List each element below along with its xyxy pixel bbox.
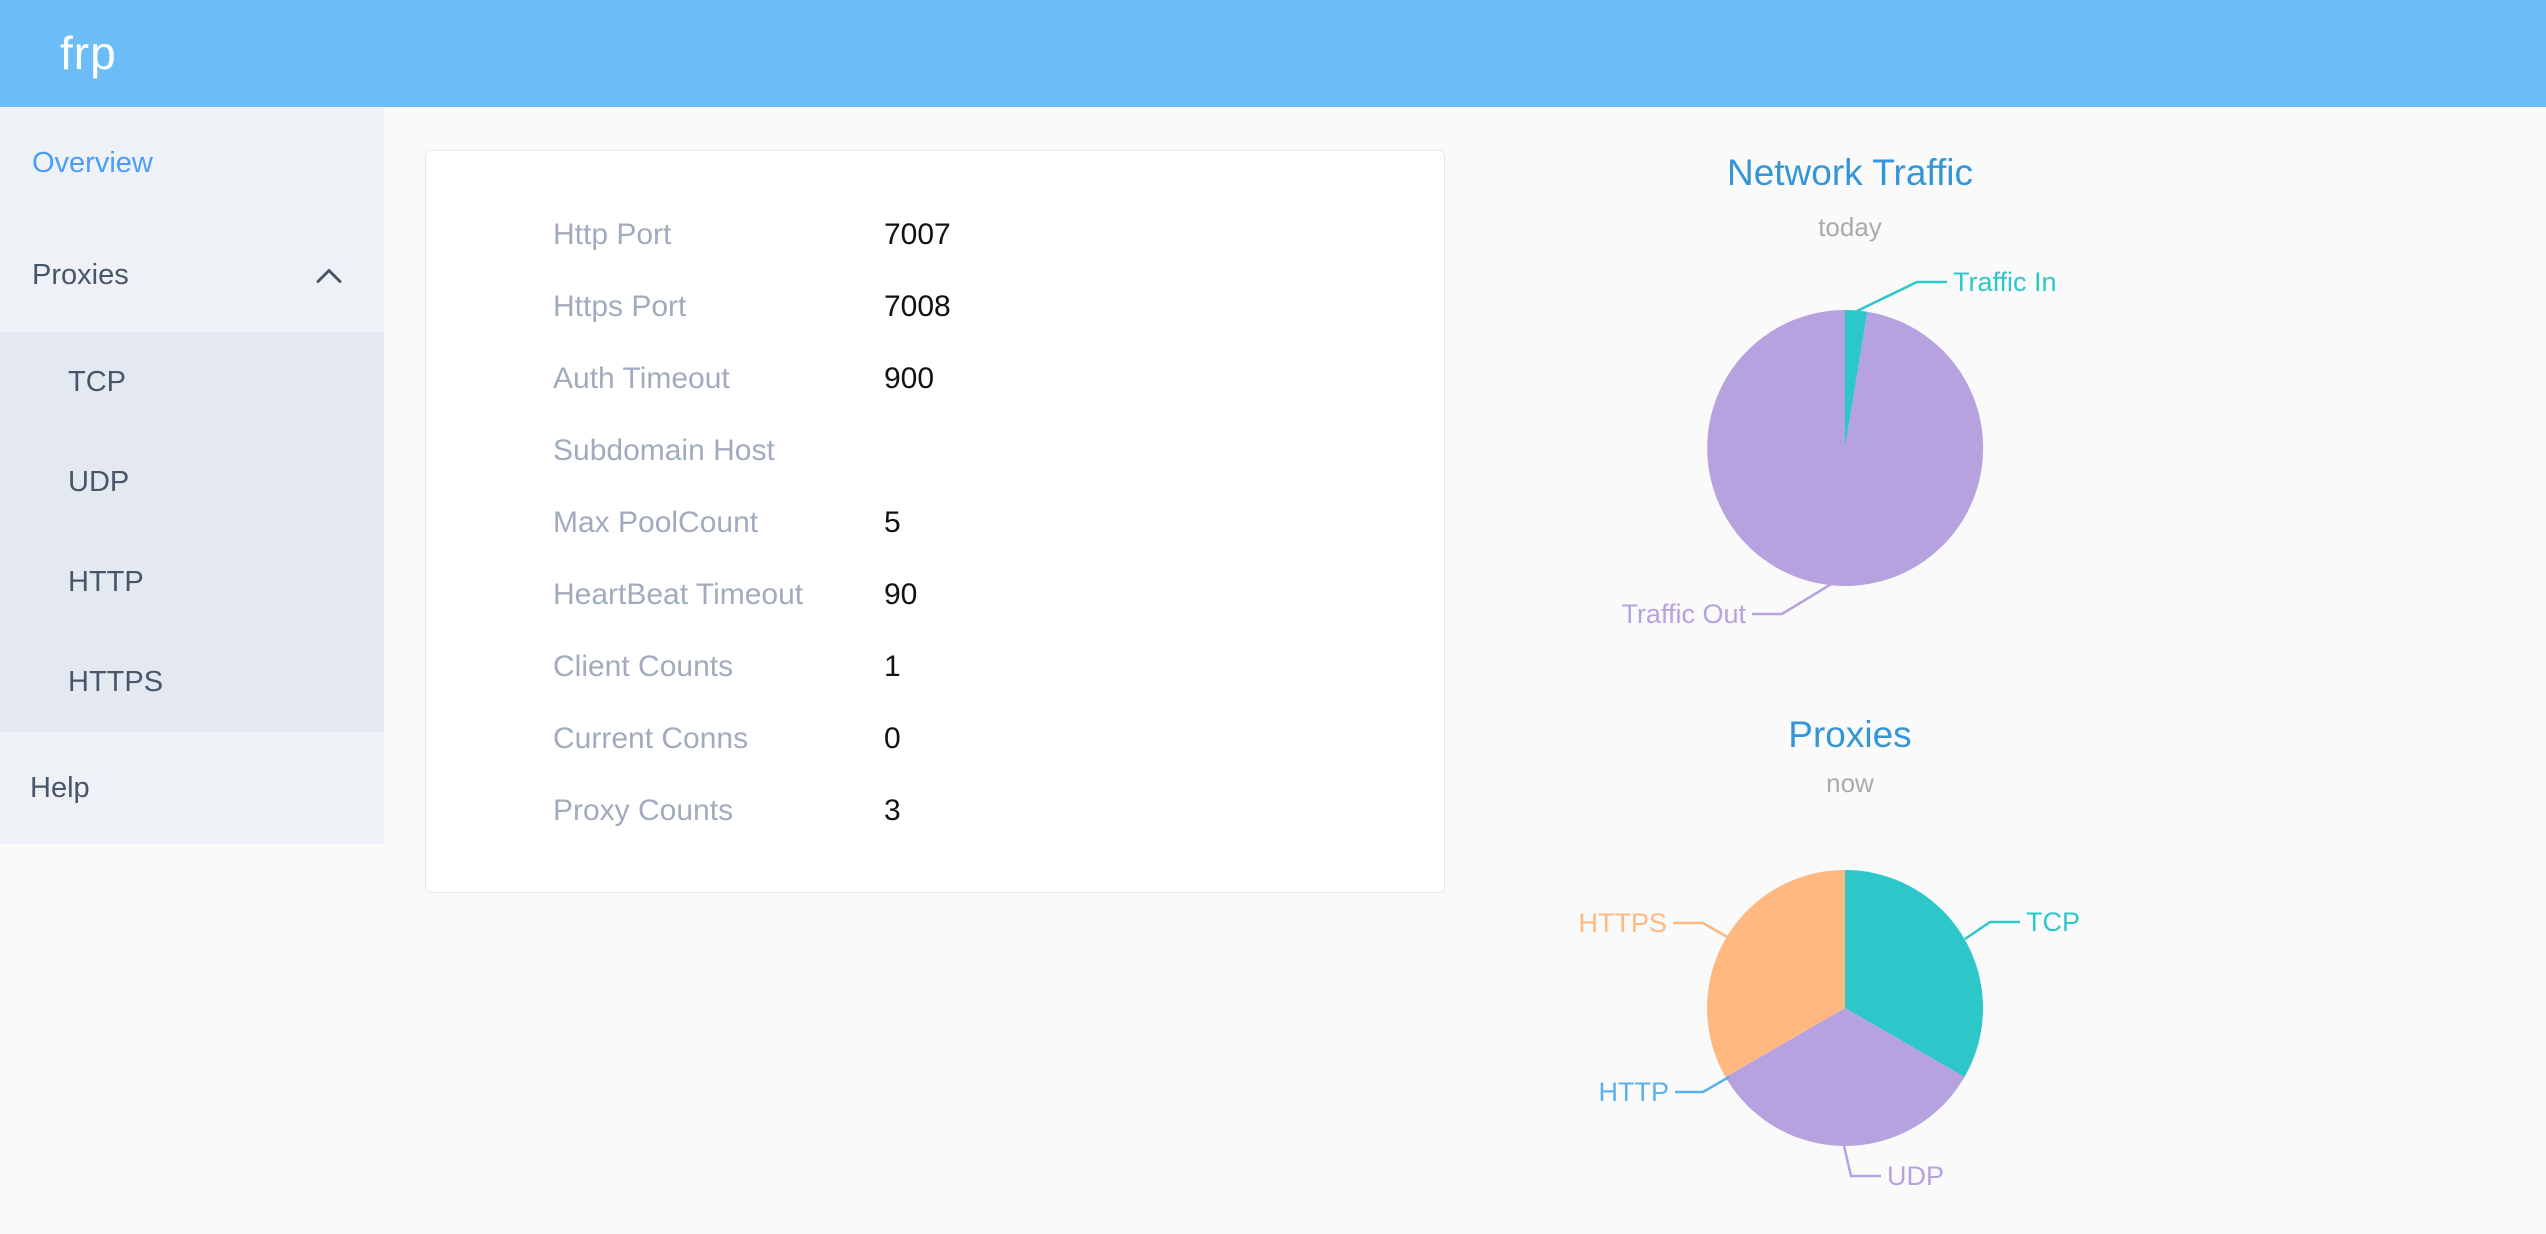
pie-label-line-http (1675, 1075, 1730, 1094)
config-row-client-counts: Client Counts 1 (426, 631, 1444, 703)
config-row-https-port: Https Port 7008 (426, 271, 1444, 343)
config-value: 900 (884, 362, 935, 395)
pie-slice-tcp[interactable] (1845, 870, 1983, 1077)
network-traffic-chart[interactable]: Network Traffic today Traffic In Traffic … (1500, 140, 2200, 680)
app-header: frp (0, 0, 2546, 107)
config-row-max-poolcount: Max PoolCount 5 (426, 487, 1444, 559)
proxies-chart[interactable]: Proxies now TCP UDP HTTP HTTPS (1500, 690, 2200, 1234)
pie-label-http: HTTP (1599, 1077, 1670, 1107)
chart-title: Network Traffic (1726, 152, 1974, 193)
sidebar-item-proxies[interactable]: Proxies (0, 219, 384, 332)
pie-label-line-tcp (1964, 920, 2020, 941)
config-value: 90 (884, 578, 918, 611)
config-row-http-port: Http Port 7007 (426, 199, 1444, 271)
config-value: 7008 (884, 290, 951, 323)
chart-subtitle: now (1826, 768, 1874, 798)
config-label: Https Port (553, 290, 687, 323)
sidebar-item-tcp[interactable]: TCP (0, 332, 384, 432)
config-label: HeartBeat Timeout (553, 578, 804, 611)
sidebar-item-label: Proxies (32, 259, 129, 291)
config-value: 0 (884, 722, 901, 755)
pie-label-tcp: TCP (2026, 907, 2080, 937)
pie-slice-traffic-in[interactable] (1845, 309, 1868, 448)
proxies-submenu: TCP UDP HTTP HTTPS (0, 332, 384, 732)
config-label: Max PoolCount (553, 506, 759, 539)
sidebar-item-label: HTTPS (68, 665, 164, 698)
sidebar-item-help[interactable]: Help (0, 732, 384, 844)
config-value: 7007 (884, 218, 951, 251)
pie-label-traffic-out: Traffic Out (1621, 599, 1746, 629)
pie-slice-udp[interactable] (1725, 1008, 1965, 1146)
pie-label-line-udp (1842, 1145, 1881, 1178)
pie-label-https: HTTPS (1578, 908, 1667, 938)
network-traffic-pie[interactable]: Traffic In Traffic Out (1500, 140, 2200, 680)
pie-slice-https[interactable] (1707, 870, 1845, 1077)
sidebar-item-label: Help (30, 771, 90, 804)
config-label: Current Conns (553, 722, 749, 755)
sidebar-item-http[interactable]: HTTP (0, 532, 384, 632)
server-config-card: Http Port 7007 Https Port 7008 Auth Time… (425, 150, 1445, 893)
sidebar-item-udp[interactable]: UDP (0, 432, 384, 532)
sidebar-item-label: UDP (68, 465, 130, 498)
config-label: Client Counts (553, 650, 734, 683)
pie-label-traffic-in: Traffic In (1953, 267, 2057, 297)
chevron-up-icon[interactable] (316, 268, 342, 283)
sidebar-item-https[interactable]: HTTPS (0, 632, 384, 732)
proxies-pie[interactable]: TCP UDP HTTP HTTPS (1500, 690, 2200, 1234)
sidebar-item-label: TCP (68, 365, 126, 398)
sidebar-item-label: Overview (32, 146, 153, 179)
config-row-heartbeat-timeout: HeartBeat Timeout 90 (426, 559, 1444, 631)
sidebar: Overview Proxies TCP UDP HTTP HTTPS Help (0, 107, 384, 844)
config-value: 3 (884, 794, 901, 827)
sidebar-item-label: HTTP (68, 565, 144, 598)
config-row-proxy-counts: Proxy Counts 3 (426, 775, 1444, 847)
config-row-auth-timeout: Auth Timeout 900 (426, 343, 1444, 415)
config-label: Subdomain Host (553, 434, 775, 467)
config-label: Proxy Counts (553, 794, 734, 827)
chart-subtitle: today (1818, 212, 1882, 242)
config-value: 1 (884, 650, 901, 683)
chart-title: Proxies (1788, 714, 1912, 755)
app-logo[interactable]: frp (60, 27, 117, 79)
config-row-current-conns: Current Conns 0 (426, 703, 1444, 775)
config-label: Auth Timeout (553, 362, 730, 395)
sidebar-item-overview[interactable]: Overview (0, 107, 384, 219)
config-label: Http Port (553, 218, 672, 251)
pie-label-line-traffic-out (1752, 581, 1834, 616)
pie-label-udp: UDP (1887, 1161, 1944, 1191)
config-value: 5 (884, 506, 901, 539)
pie-slice-traffic-out[interactable] (1707, 310, 1984, 586)
pie-label-line-https (1673, 921, 1730, 940)
pie-label-line-traffic-in (1856, 280, 1947, 313)
config-row-subdomain-host: Subdomain Host (426, 415, 1444, 487)
